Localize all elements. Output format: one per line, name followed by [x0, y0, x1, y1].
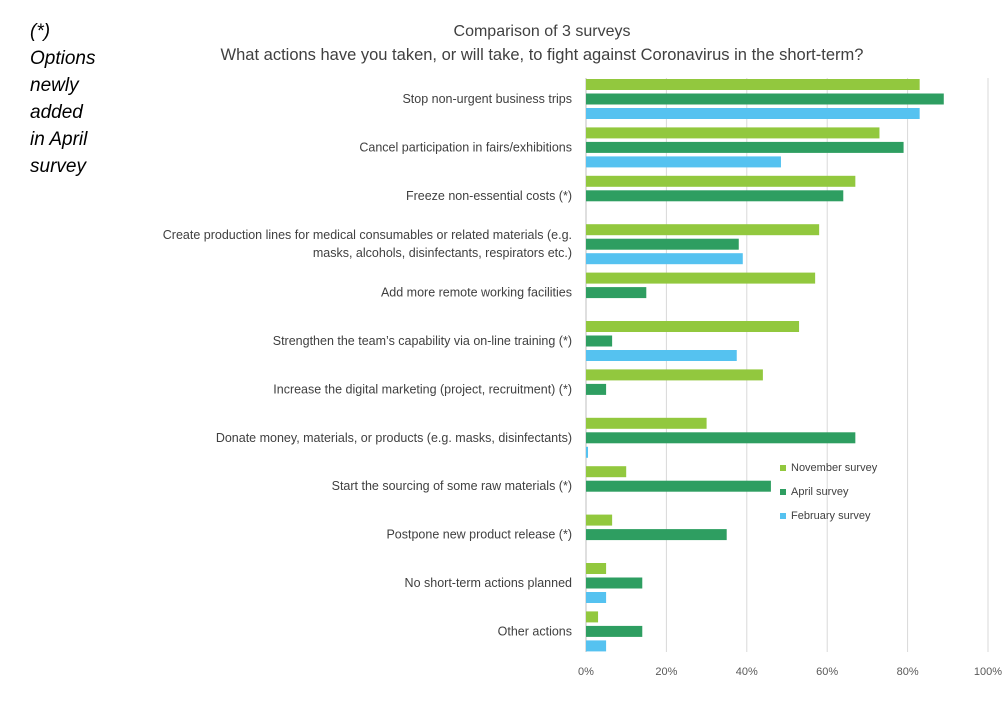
x-tick-label: 80% — [897, 666, 919, 678]
side-note-line: Options — [30, 48, 96, 69]
bar — [586, 480, 771, 492]
bar — [586, 369, 763, 381]
category-label: Donate money, materials, or products (e.… — [216, 431, 572, 445]
category-label: Strengthen the team’s capability via on-… — [273, 334, 572, 348]
category-label: Freeze non-essential costs (*) — [406, 189, 572, 203]
bar — [586, 592, 607, 603]
bar — [586, 190, 844, 202]
bar — [586, 577, 643, 589]
bar — [586, 253, 743, 265]
legend-label: April survey — [791, 486, 849, 498]
bar — [586, 321, 800, 332]
bar — [586, 127, 880, 139]
bar — [586, 287, 647, 299]
side-note: (*) Options newly added in April survey — [30, 18, 110, 180]
bar — [586, 141, 904, 153]
bar — [586, 156, 781, 168]
bar — [586, 625, 643, 637]
x-tick-label: 60% — [816, 666, 838, 678]
category-label: Stop non-urgent business trips — [402, 92, 572, 106]
category-label: Cancel participation in fairs/exhibition… — [359, 140, 572, 154]
side-note-line: added — [30, 102, 83, 123]
bar — [586, 272, 816, 284]
chart-subtitle: What actions have you taken, or will tak… — [220, 46, 864, 64]
bar — [586, 446, 589, 458]
legend-label: November survey — [791, 462, 878, 474]
bar — [586, 611, 599, 623]
side-note-line: in April — [30, 129, 88, 150]
bar — [586, 383, 607, 395]
x-tick-label: 20% — [655, 666, 677, 678]
bar — [586, 563, 607, 574]
bar — [586, 529, 727, 541]
bar — [586, 79, 920, 90]
bar — [586, 350, 737, 361]
bar — [586, 640, 607, 652]
category-label: Create production lines for medical cons… — [163, 228, 572, 242]
bar — [586, 466, 627, 478]
bar — [586, 224, 820, 236]
category-label: Other actions — [498, 624, 572, 638]
bar — [586, 175, 856, 187]
bar — [586, 514, 613, 526]
side-note-line: newly — [30, 75, 79, 96]
legend-label: February survey — [791, 510, 871, 522]
category-label: Add more remote working facilities — [381, 286, 572, 300]
category-label: masks, alcohols, disinfectants, respirat… — [313, 246, 572, 260]
legend-swatch — [780, 513, 786, 519]
bar — [586, 108, 920, 119]
category-label: Start the sourcing of some raw materials… — [332, 479, 572, 493]
category-label: Postpone new product release (*) — [386, 528, 572, 542]
side-note-line: survey — [30, 156, 86, 177]
x-tick-label: 40% — [736, 666, 758, 678]
chart-title: Comparison of 3 surveys — [453, 23, 631, 40]
x-tick-label: 100% — [974, 666, 1002, 678]
side-note-line: (*) — [30, 21, 51, 42]
bar — [586, 417, 707, 429]
legend-swatch — [780, 465, 786, 471]
bar — [586, 432, 856, 444]
category-label: Increase the digital marketing (project,… — [273, 382, 572, 396]
bar — [586, 93, 944, 105]
legend-swatch — [780, 489, 786, 495]
bar — [586, 238, 739, 250]
bar — [586, 335, 613, 347]
category-label: No short-term actions planned — [405, 576, 572, 590]
x-tick-label: 0% — [578, 666, 594, 678]
